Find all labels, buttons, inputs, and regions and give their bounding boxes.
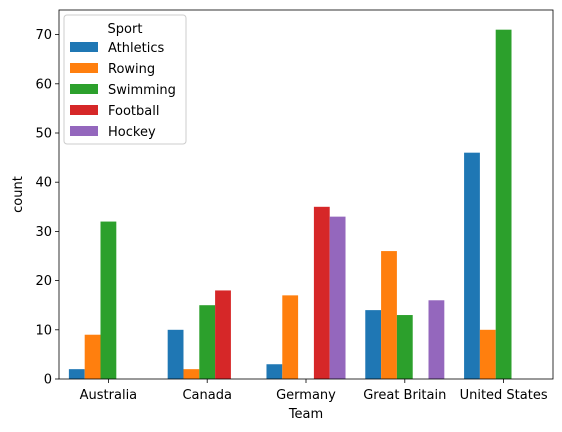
bar-athletics-germany (266, 364, 283, 379)
legend-swatch-swimming (70, 84, 98, 94)
y-tick-label: 50 (35, 127, 52, 142)
y-tick-label: 70 (35, 28, 52, 43)
x-axis-title: Team (288, 407, 323, 422)
legend-swatch-football (70, 105, 98, 115)
bar-rowing-australia (84, 334, 101, 379)
bar-swimming-great-britain (396, 315, 413, 379)
y-tick-label: 10 (35, 323, 52, 338)
x-tick-label: Australia (80, 388, 138, 403)
x-tick-label: United States (460, 388, 548, 403)
bar-hockey-great-britain (428, 300, 445, 379)
legend-label-hockey: Hockey (108, 125, 156, 140)
legend-label-swimming: Swimming (108, 83, 176, 98)
legend-label-rowing: Rowing (108, 62, 155, 77)
legend-label-athletics: Athletics (108, 41, 164, 56)
x-tick-label: Canada (182, 388, 231, 403)
bar-rowing-great-britain (381, 251, 397, 379)
x-tick-label: Great Britain (363, 388, 446, 403)
y-tick-label: 40 (35, 176, 52, 191)
bar-swimming-canada (199, 305, 216, 379)
legend-swatch-athletics (70, 42, 98, 52)
bar-football-germany (313, 206, 330, 379)
y-tick-label: 30 (35, 225, 52, 240)
bar-athletics-united-states (464, 152, 480, 379)
axes-layer: 0 10 20 30 40 50 60 70 Australia Canada Germany Gre… (35, 9, 554, 403)
legend-title: Sport (108, 22, 143, 37)
bar-rowing-united-states (479, 329, 496, 379)
bar-swimming-united-states (495, 29, 512, 380)
bar-rowing-canada (183, 369, 200, 379)
bar-athletics-great-britain (365, 310, 382, 379)
y-axis-title: count (11, 176, 26, 213)
bar-athletics-australia (68, 369, 85, 379)
legend-swatch-hockey (70, 126, 98, 136)
y-tick-label: 60 (35, 77, 52, 92)
bar-hockey-germany (329, 216, 346, 379)
y-tick-label: 0 (44, 373, 52, 388)
legend-swatch-rowing (70, 63, 98, 73)
bar-swimming-australia (100, 221, 117, 379)
bar-football-canada (215, 290, 231, 379)
bars-layer (68, 29, 512, 380)
bar-rowing-germany (282, 295, 299, 379)
legend-label-football: Football (108, 104, 159, 119)
legend: Sport Athletics Rowing Swimming Football Hock… (63, 14, 187, 145)
y-tick-label: 20 (35, 274, 52, 289)
x-tick-label: Germany (276, 388, 336, 403)
bar-athletics-canada (167, 329, 184, 379)
